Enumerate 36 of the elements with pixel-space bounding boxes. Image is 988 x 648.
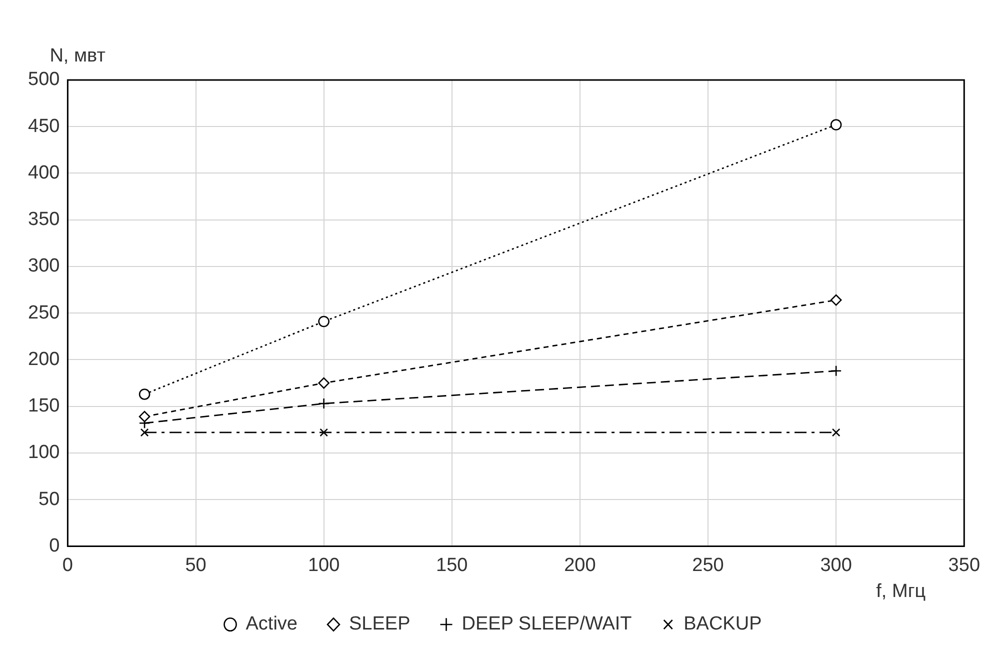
y-tick-label: 150 <box>28 396 60 417</box>
y-axis-title: N, мвт <box>50 46 106 67</box>
y-tick-label: 50 <box>38 488 60 510</box>
point <box>318 377 330 389</box>
legend-label: SLEEP <box>349 614 410 635</box>
y-tick-label: 100 <box>28 442 60 464</box>
y-tick-label: 500 <box>28 69 60 90</box>
y-tick-label: 400 <box>28 162 60 184</box>
point <box>318 316 330 328</box>
x-tick-label: 200 <box>564 554 596 576</box>
point <box>138 410 150 422</box>
x-tick-label: 100 <box>308 554 340 576</box>
point <box>830 294 842 306</box>
y-tick-label: 300 <box>28 256 60 277</box>
x-tick-label: 350 <box>948 554 980 576</box>
point <box>830 119 842 130</box>
legend-label: BACKUP <box>684 614 762 635</box>
y-tick-label: 0 <box>49 535 60 556</box>
x-axis-title: f, Мгц <box>876 580 926 602</box>
y-tick-label: 450 <box>28 116 60 137</box>
y-tick-label: 250 <box>28 302 60 324</box>
point <box>318 398 330 410</box>
y-tick-label: 200 <box>28 348 60 370</box>
x-tick-label: 300 <box>820 554 852 576</box>
legend-label: DEEP SLEEP/WAIT <box>462 614 632 635</box>
legend-label: Active <box>246 614 298 635</box>
x-tick-label: 0 <box>62 554 73 576</box>
point <box>832 428 840 437</box>
point <box>830 365 842 377</box>
point <box>140 428 149 437</box>
x-tick-label: 150 <box>436 554 468 576</box>
point <box>320 428 328 437</box>
y-tick-label: 350 <box>28 209 60 230</box>
point <box>138 388 150 400</box>
x-tick-label: 50 <box>185 554 206 576</box>
x-tick-label: 250 <box>692 554 724 576</box>
